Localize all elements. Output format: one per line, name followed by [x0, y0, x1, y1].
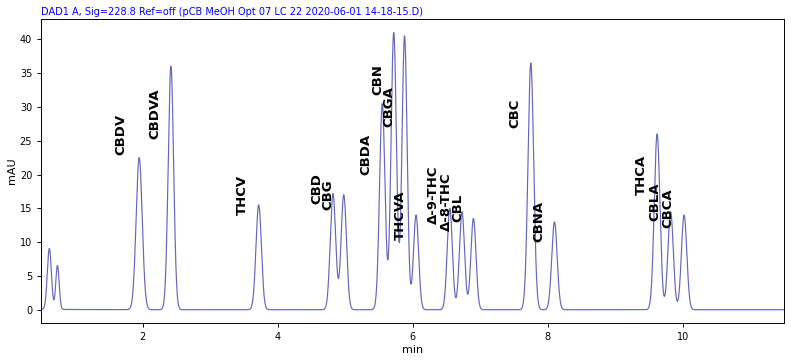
Text: Δ-8-THC: Δ-8-THC [440, 172, 452, 231]
Text: CBDA: CBDA [360, 134, 373, 175]
Text: CBCA: CBCA [661, 189, 675, 228]
Text: CBLA: CBLA [648, 182, 661, 221]
Text: THCA: THCA [634, 155, 648, 195]
Text: Δ-9-THC: Δ-9-THC [427, 165, 441, 224]
Text: CBD: CBD [311, 173, 324, 203]
Text: CBC: CBC [509, 99, 521, 129]
Text: CBNA: CBNA [532, 201, 545, 243]
Text: CBL: CBL [451, 194, 464, 223]
Text: CBDV: CBDV [115, 113, 127, 155]
Text: THCV: THCV [237, 175, 249, 215]
Text: CBDVA: CBDVA [149, 88, 161, 139]
X-axis label: min: min [402, 345, 423, 355]
Y-axis label: mAU: mAU [7, 158, 17, 185]
Text: CBG: CBG [321, 180, 335, 210]
Text: CBN: CBN [371, 64, 384, 95]
Text: CBGA: CBGA [382, 87, 395, 127]
Text: THCVA: THCVA [394, 190, 407, 240]
Text: DAD1 A, Sig=228.8 Ref=off (pCB MeOH Opt 07 LC 22 2020-06-01 14-18-15.D): DAD1 A, Sig=228.8 Ref=off (pCB MeOH Opt … [41, 7, 423, 17]
